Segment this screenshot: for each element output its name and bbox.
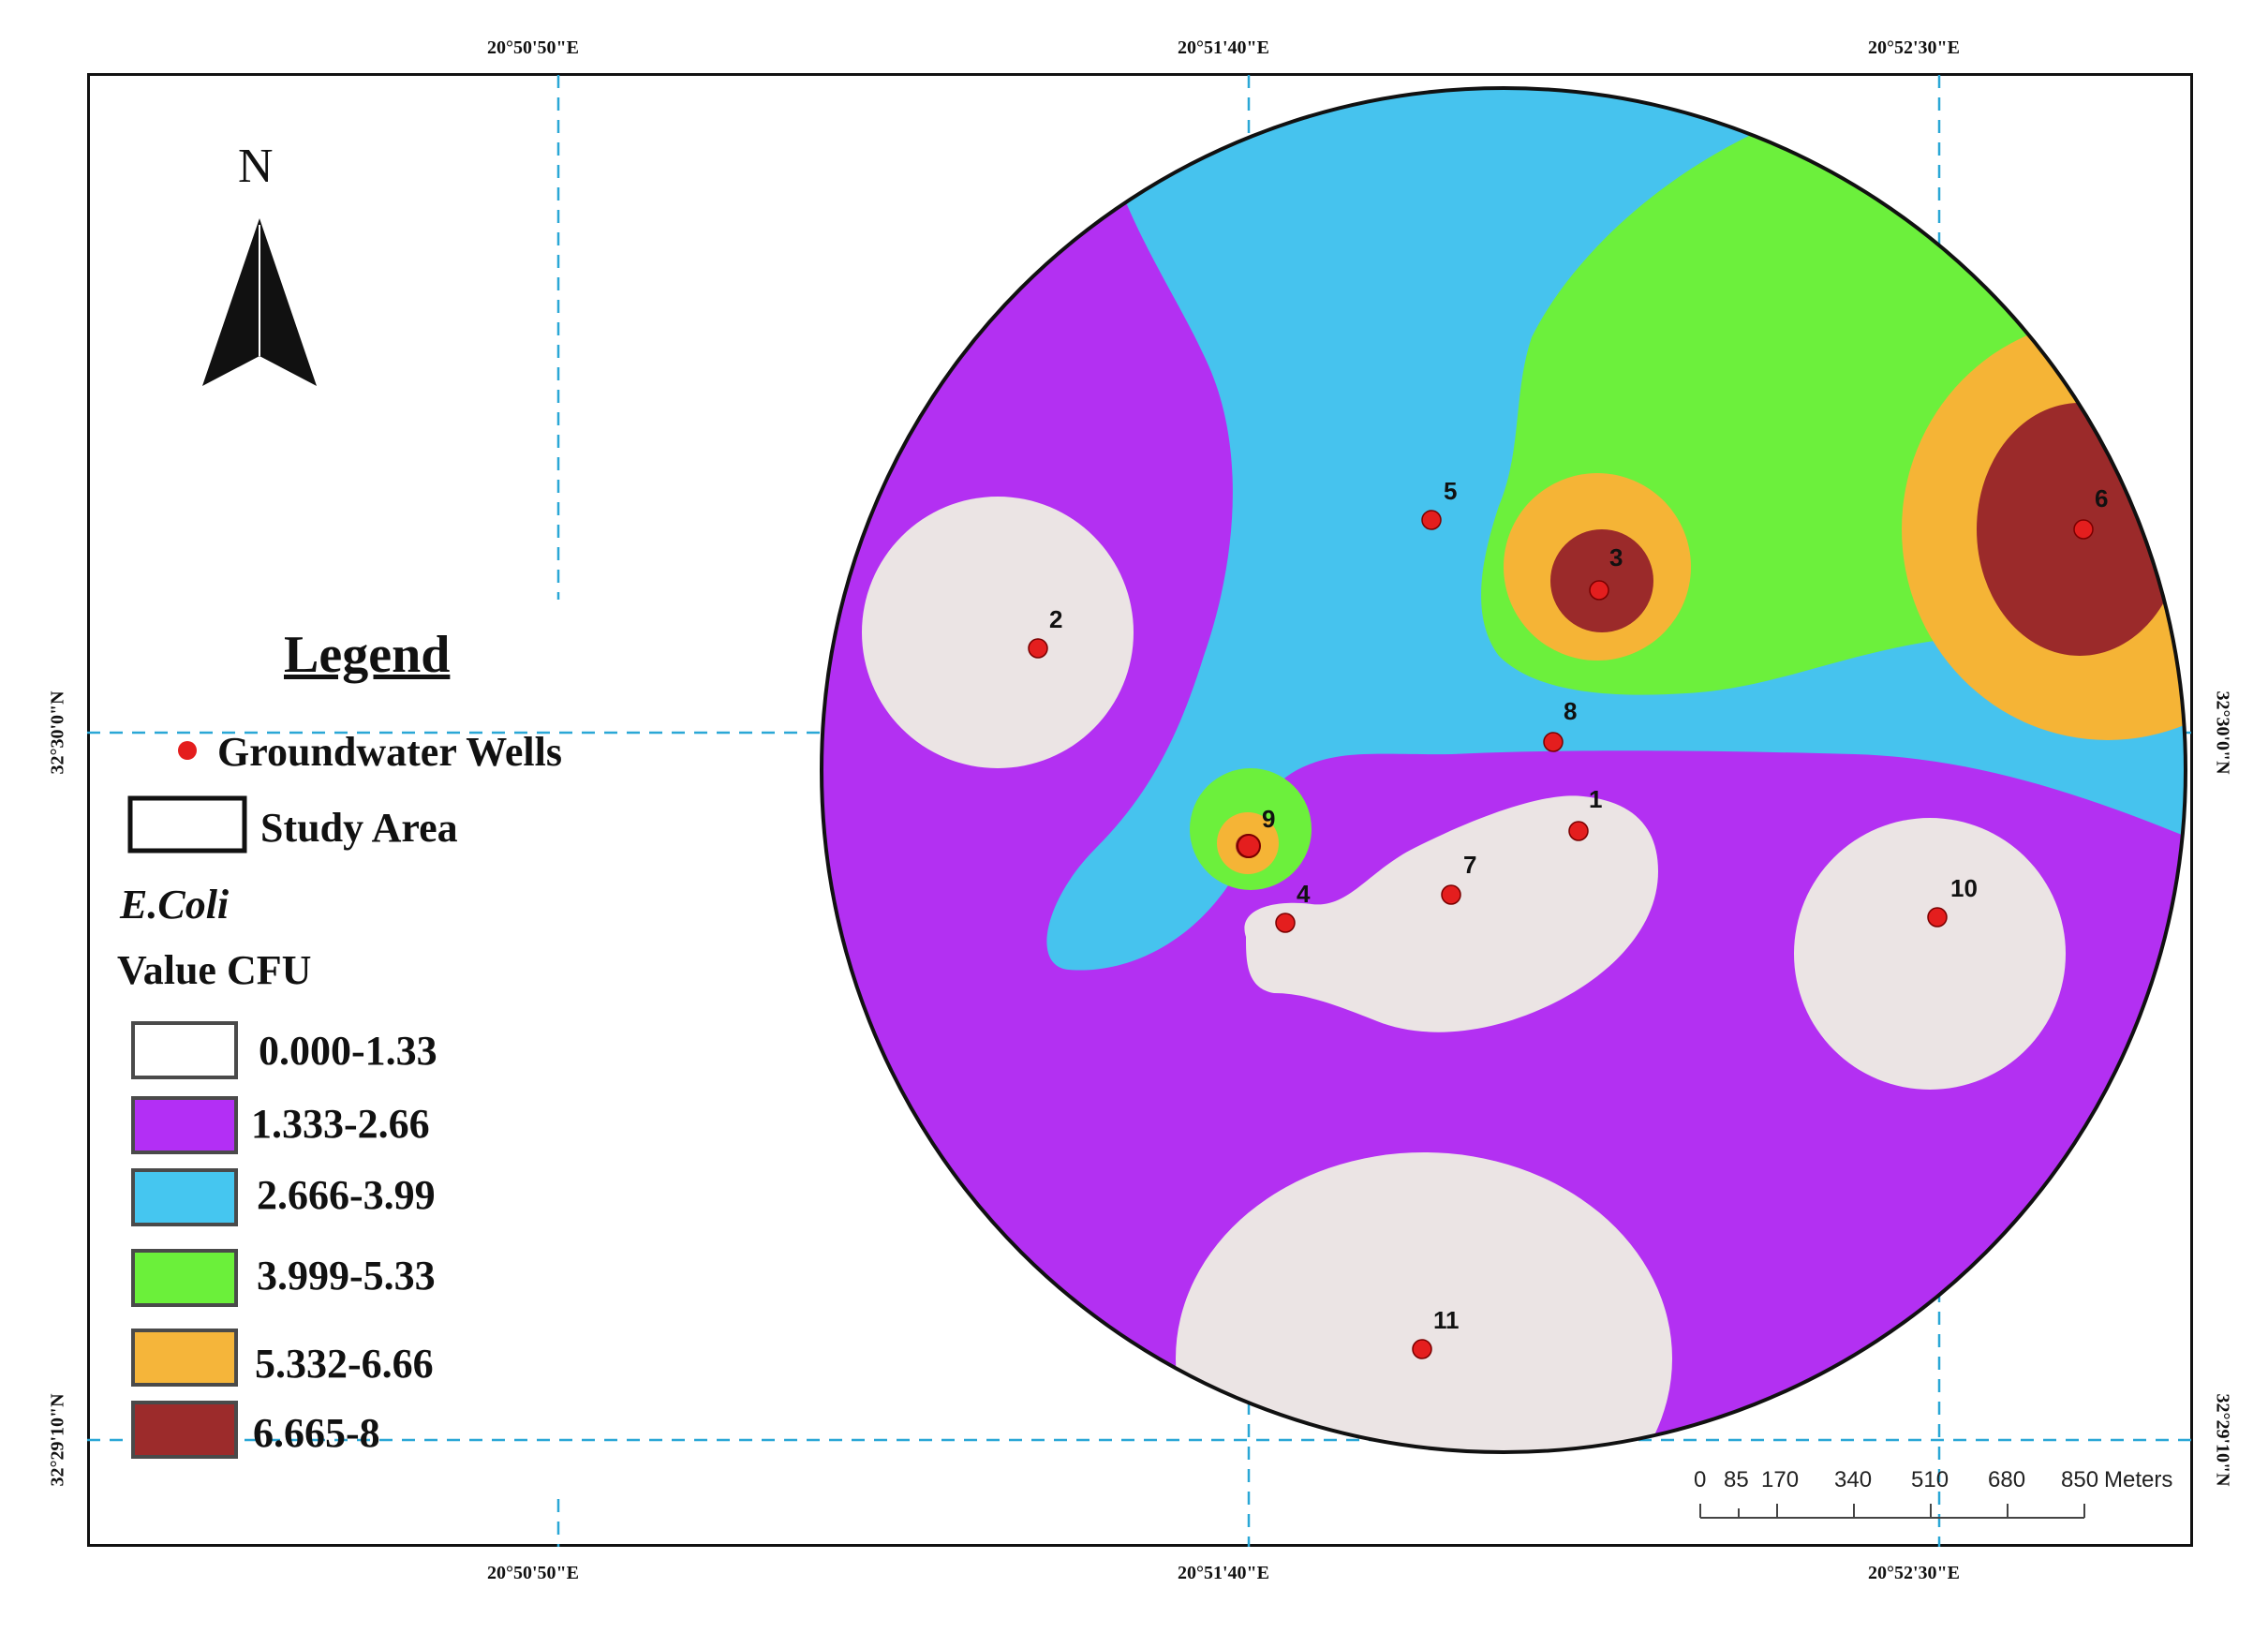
coord-bottom-2: 20°51'40"E <box>1178 1563 1269 1583</box>
well-4: 4 <box>1275 880 1311 933</box>
interpolation-surface <box>822 88 2186 1452</box>
svg-text:3: 3 <box>1609 543 1623 572</box>
well-8: 8 <box>1543 697 1577 752</box>
scale-bar <box>1699 1504 2085 1519</box>
scale-tick-6: 850 <box>2061 1467 2099 1492</box>
svg-text:7: 7 <box>1463 851 1476 879</box>
legend-class-label-2: 2.666-3.99 <box>257 1172 436 1218</box>
scale-tick-1: 85 <box>1724 1467 1749 1492</box>
scale-tick-2: 170 <box>1761 1467 1800 1492</box>
svg-text:4: 4 <box>1297 880 1311 908</box>
legend-title: Legend <box>284 626 451 684</box>
svg-text:11: 11 <box>1433 1306 1460 1334</box>
legend-swatch-5 <box>131 1401 238 1459</box>
scale-tick-5: 680 <box>1988 1467 2026 1492</box>
well-5: 5 <box>1421 477 1457 530</box>
coord-right-1: 32°30'0"N <box>2212 690 2233 775</box>
legend-study-area-label: Study Area <box>260 805 458 851</box>
legend-class-label-5: 6.665-8 <box>253 1410 380 1456</box>
legend-class-label-0: 0.000-1.33 <box>259 1028 437 1074</box>
well-9: 9 <box>1237 805 1275 858</box>
legend-class-label-4: 5.332-6.66 <box>255 1341 434 1387</box>
coord-right-2: 32°29'10"N <box>2212 1393 2233 1487</box>
legend-class-label-1: 1.333-2.66 <box>251 1101 430 1147</box>
legend-swatch-2 <box>131 1168 238 1226</box>
scale-tick-0: 0 <box>1694 1467 1707 1492</box>
coord-bottom-1: 20°50'50"E <box>487 1563 579 1583</box>
coord-top-1: 20°50'50"E <box>487 37 579 58</box>
legend-swatch-3 <box>131 1249 238 1307</box>
legend-swatch-1 <box>131 1096 238 1154</box>
coord-top-3: 20°52'30"E <box>1868 37 1960 58</box>
well-1: 1 <box>1568 785 1602 841</box>
coord-bottom-3: 20°52'30"E <box>1868 1563 1960 1583</box>
study-area-boundary <box>820 86 2187 1454</box>
coord-left-1: 32°30'0"N <box>47 690 68 775</box>
scale-unit: Meters <box>2104 1467 2173 1492</box>
scale-tick-4: 510 <box>1911 1467 1949 1492</box>
legend-study-area-icon <box>127 795 247 854</box>
well-7: 7 <box>1441 851 1476 905</box>
svg-text:10: 10 <box>1950 874 1978 902</box>
scale-tick-3: 340 <box>1834 1467 1873 1492</box>
legend-wells-label: Groundwater Wells <box>217 729 562 775</box>
coord-top-2: 20°51'40"E <box>1178 37 1269 58</box>
svg-text:6: 6 <box>2095 484 2108 512</box>
legend-swatch-4 <box>131 1329 238 1387</box>
legend-parameter: E.Coli <box>120 882 230 928</box>
well-2: 2 <box>1028 605 1062 659</box>
well-11: 11 <box>1412 1306 1460 1359</box>
legend-swatch-0 <box>131 1021 238 1079</box>
svg-text:2: 2 <box>1049 605 1062 633</box>
coord-left-2: 32°29'10"N <box>47 1393 68 1487</box>
well-6: 6 <box>2073 484 2108 540</box>
zone-0-1333 <box>862 497 1134 768</box>
legend-unit-label: Value CFU <box>117 947 312 993</box>
wells: 1 2 3 4 5 6 7 8 9 10 11 <box>1028 477 2108 1359</box>
well-3: 3 <box>1589 543 1623 601</box>
svg-text:1: 1 <box>1589 785 1602 813</box>
legend-well-icon <box>178 741 197 760</box>
svg-text:5: 5 <box>1444 477 1457 505</box>
svg-text:8: 8 <box>1564 697 1577 725</box>
north-label: N <box>238 140 274 193</box>
north-arrow-icon <box>202 218 317 386</box>
legend-class-label-3: 3.999-5.33 <box>257 1253 436 1299</box>
well-10: 10 <box>1927 874 1978 928</box>
svg-text:9: 9 <box>1262 805 1275 833</box>
map-frame <box>87 73 2193 1547</box>
